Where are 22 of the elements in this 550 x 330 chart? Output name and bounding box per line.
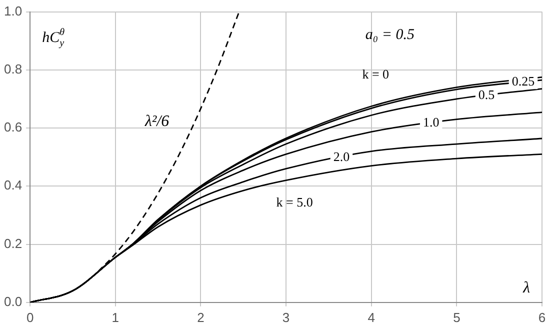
series-label: 0.25 <box>512 74 535 89</box>
series-label: 2.0 <box>333 148 350 164</box>
series-label: 0.5 <box>478 86 495 102</box>
y-tick-label: 0.4 <box>4 178 22 193</box>
x-tick-label: 1 <box>112 310 120 325</box>
series-label: k = 0 <box>362 66 390 82</box>
y-tick-label: 0.0 <box>4 294 22 309</box>
x-tick-label: 0 <box>26 310 34 325</box>
series-label: λ²/6 <box>144 113 170 130</box>
x-tick-label: 6 <box>538 310 546 325</box>
y-tick-label: 0.8 <box>4 62 22 76</box>
y-tick-label: 0.6 <box>4 120 22 135</box>
series-label: k = 5.0 <box>276 194 313 210</box>
x-axis-title: λ <box>522 279 530 296</box>
x-tick-label: 3 <box>282 310 290 325</box>
annotation: a₀ = 0.5 <box>365 26 415 43</box>
x-tick-label: 2 <box>197 310 204 325</box>
y-tick-label: 0.2 <box>4 236 22 251</box>
x-tick-label: 4 <box>368 310 375 325</box>
x-tick-label: 5 <box>453 310 460 325</box>
y-tick-label: 1.0 <box>4 3 22 18</box>
series-label: 1.0 <box>422 114 440 130</box>
